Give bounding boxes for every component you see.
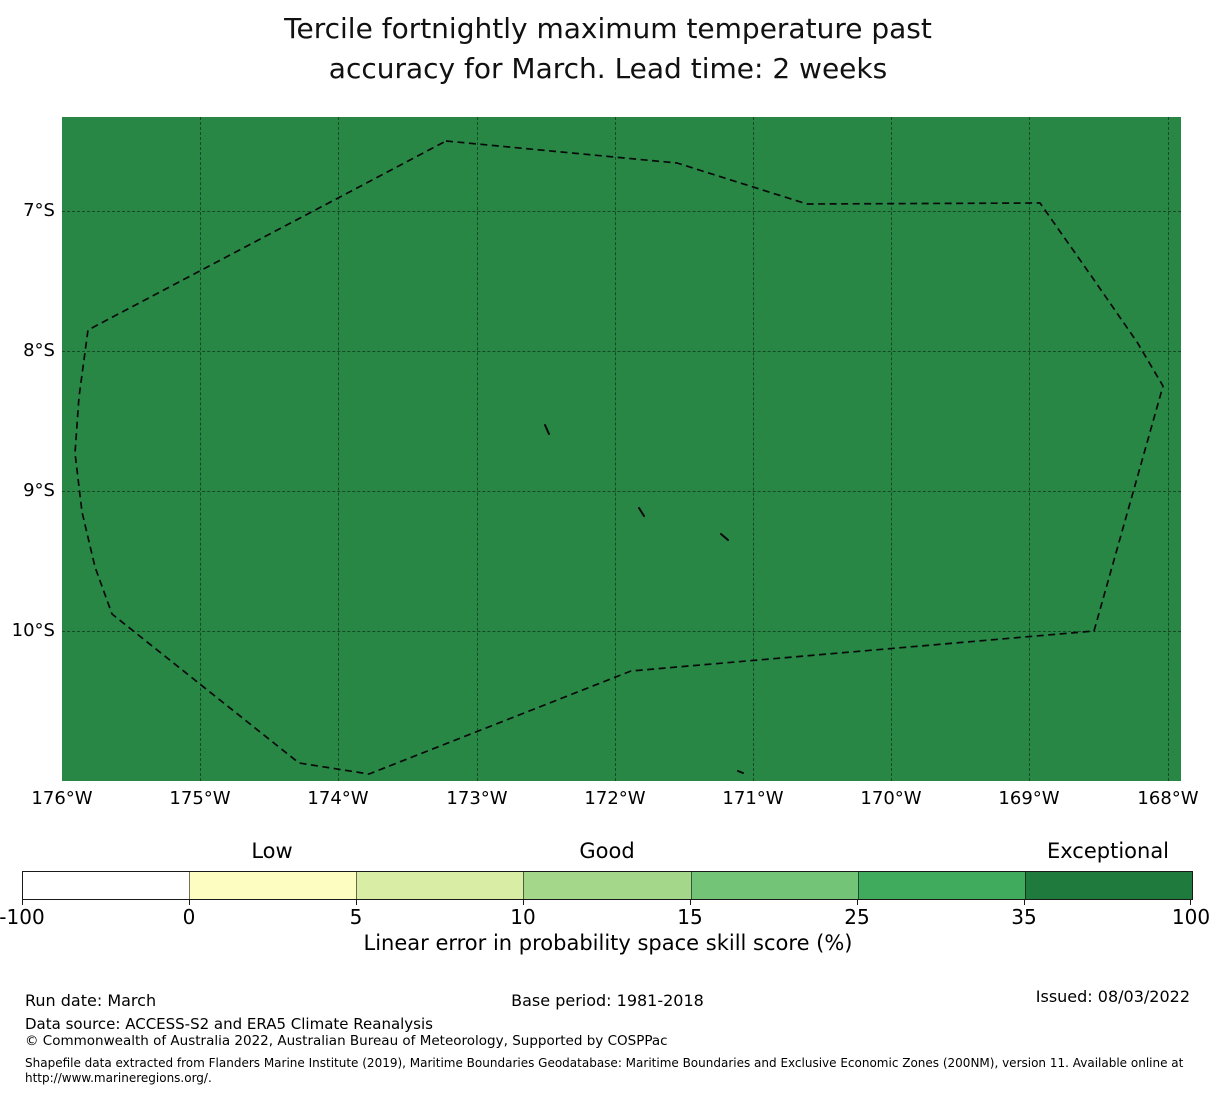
lon-label-175w: 175°W [169,788,231,809]
eez-boundary-svg [74,140,1164,775]
colorbar-ticklabel-neg100: -100 [0,905,45,929]
gridline-168w [1168,117,1169,781]
lat-label-8s: 8°S [23,340,55,361]
gridline-7s [62,211,1181,212]
lon-label-171w: 171°W [722,788,784,809]
lon-label-170w: 170°W [860,788,922,809]
chart-title-line2: accuracy for March. Lead time: 2 weeks [328,52,888,85]
colorbar-ticklabel-5: 5 [349,905,363,929]
colorbar-axis-label: Linear error in probability space skill … [363,931,853,955]
colorbar-tick [22,899,23,905]
colorbar-tick [1190,899,1191,905]
island-marks [544,424,744,774]
data-source-text: Data source: ACCESS-S2 and ERA5 Climate … [25,1015,433,1033]
eez-boundary-path [74,140,1164,775]
copyright-text: © Commonwealth of Australia 2022, Austra… [25,1033,668,1049]
colorbar-ticklabel-35: 35 [1011,905,1037,929]
base-period-text: Base period: 1981-2018 [511,991,704,1010]
colorbar-ticklabel-25: 25 [844,905,870,929]
colorbar-tick [1024,899,1025,905]
colorbar-segment-5 [690,872,858,899]
colorbar-segment-1 [23,872,190,899]
gridline-174w [338,117,339,781]
colorbar-segment-7 [1024,872,1192,899]
lat-label-7s: 7°S [23,200,55,221]
chart-title-line1: Tercile fortnightly maximum temperature … [284,12,932,45]
colorbar-tick [857,899,858,905]
colorbar-ticklabel-100: 100 [1171,905,1211,929]
gridline-10s [62,631,1181,632]
colorbar-tick [189,899,190,905]
colorbar-zone-low: Low [251,839,293,863]
colorbar-segment-3 [356,872,524,899]
colorbar-tick [356,899,357,905]
colorbar-segment-6 [857,872,1025,899]
colorbar-tick [523,899,524,905]
gridline-9s [62,491,1181,492]
lon-label-172w: 172°W [584,788,646,809]
gridline-170w [891,117,892,781]
gridline-175w [200,117,201,781]
colorbar-segment-2 [189,872,357,899]
shapefile-attribution-line2: http://www.marineregions.org/. [25,1071,212,1085]
colorbar-segment-4 [523,872,691,899]
lat-label-9s: 9°S [23,480,55,501]
chart-title: Tercile fortnightly maximum temperature … [0,9,1215,89]
gridline-172w [615,117,616,781]
gridline-173w [477,117,478,781]
map-area [62,117,1181,781]
lon-label-176w: 176°W [31,788,93,809]
gridline-171w [753,117,754,781]
colorbar-tick [690,899,691,905]
issued-date-text: Issued: 08/03/2022 [1035,987,1190,1006]
shapefile-attribution-line1: Shapefile data extracted from Flanders M… [25,1056,1184,1070]
gridline-8s [62,351,1181,352]
colorbar-ticklabel-0: 0 [182,905,196,929]
colorbar [22,871,1193,900]
lon-label-174w: 174°W [307,788,369,809]
lon-label-168w: 168°W [1137,788,1199,809]
run-date-text: Run date: March [25,991,157,1010]
gridline-169w [1029,117,1030,781]
colorbar-zone-exceptional: Exceptional [1046,839,1170,863]
colorbar-zone-good: Good [579,839,635,863]
colorbar-ticklabel-10: 10 [510,905,536,929]
lon-label-173w: 173°W [446,788,508,809]
lat-label-10s: 10°S [11,620,55,641]
lon-label-169w: 169°W [998,788,1060,809]
colorbar-ticklabel-15: 15 [677,905,703,929]
